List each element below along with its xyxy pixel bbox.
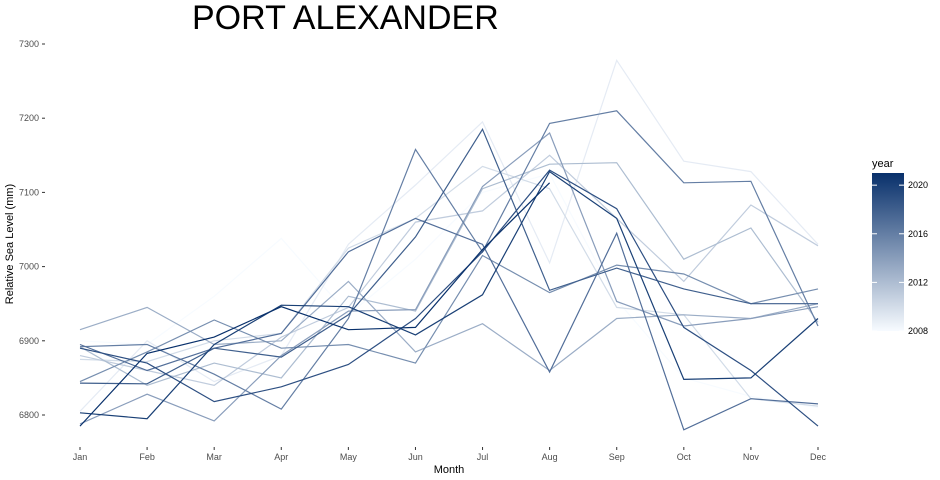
legend-tick-label: 2016 <box>908 229 928 239</box>
x-tick-label: Feb <box>139 452 155 462</box>
series-line-2008 <box>79 173 819 409</box>
legend-tick-label: 2012 <box>908 277 928 287</box>
y-tick-label: 6900 <box>19 336 39 346</box>
x-tick-label: Aug <box>542 452 558 462</box>
year-legend: year 2008 2012 2016 2020 <box>872 158 928 336</box>
y-tick-label: 7000 <box>19 262 39 272</box>
x-tick-label: Nov <box>743 452 760 462</box>
x-tick-label: Oct <box>677 452 692 462</box>
legend-title: year <box>872 158 894 170</box>
series-line-2012 <box>79 162 819 386</box>
series-line-2013 <box>79 280 819 372</box>
x-tick-label: Jun <box>408 452 423 462</box>
series-line-2015 <box>79 254 819 383</box>
series-lines <box>79 58 819 431</box>
series-line-2009 <box>79 58 819 412</box>
series-line-2011 <box>79 154 819 386</box>
x-tick-label: Mar <box>206 452 222 462</box>
x-tick-label: Jul <box>477 452 489 462</box>
series-line-2021 <box>79 182 551 427</box>
y-tick-label: 7300 <box>19 39 39 49</box>
legend-colorbar <box>872 173 904 331</box>
series-line-2017 <box>79 217 819 431</box>
x-axis: Jan Feb Mar Apr May Jun Jul Aug Sep Oct Nov Dec <box>73 447 827 462</box>
series-line-2010 <box>79 165 819 407</box>
y-axis-title: Relative Sea Level (mm) <box>4 184 16 304</box>
chart-title: PORT ALEXANDER <box>192 0 499 37</box>
y-tick-label: 6800 <box>19 410 39 420</box>
legend-tick-label: 2020 <box>908 180 928 190</box>
series-line-2019 <box>79 169 819 427</box>
x-tick-label: Apr <box>274 452 288 462</box>
x-tick-label: Sep <box>609 452 625 462</box>
series-line-2018 <box>79 127 818 385</box>
x-tick-label: May <box>340 452 358 462</box>
x-tick-label: Dec <box>810 452 827 462</box>
series-line-2020 <box>79 170 819 420</box>
series-line-2016 <box>79 110 819 410</box>
y-axis: 6800 6900 7000 7100 7200 7300 <box>19 39 45 420</box>
series-line-2014 <box>79 132 819 425</box>
legend-tick-label: 2008 <box>908 326 928 336</box>
x-tick-label: Jan <box>73 452 88 462</box>
x-axis-title: Month <box>434 464 465 476</box>
y-tick-label: 7100 <box>19 187 39 197</box>
y-tick-label: 7200 <box>19 113 39 123</box>
